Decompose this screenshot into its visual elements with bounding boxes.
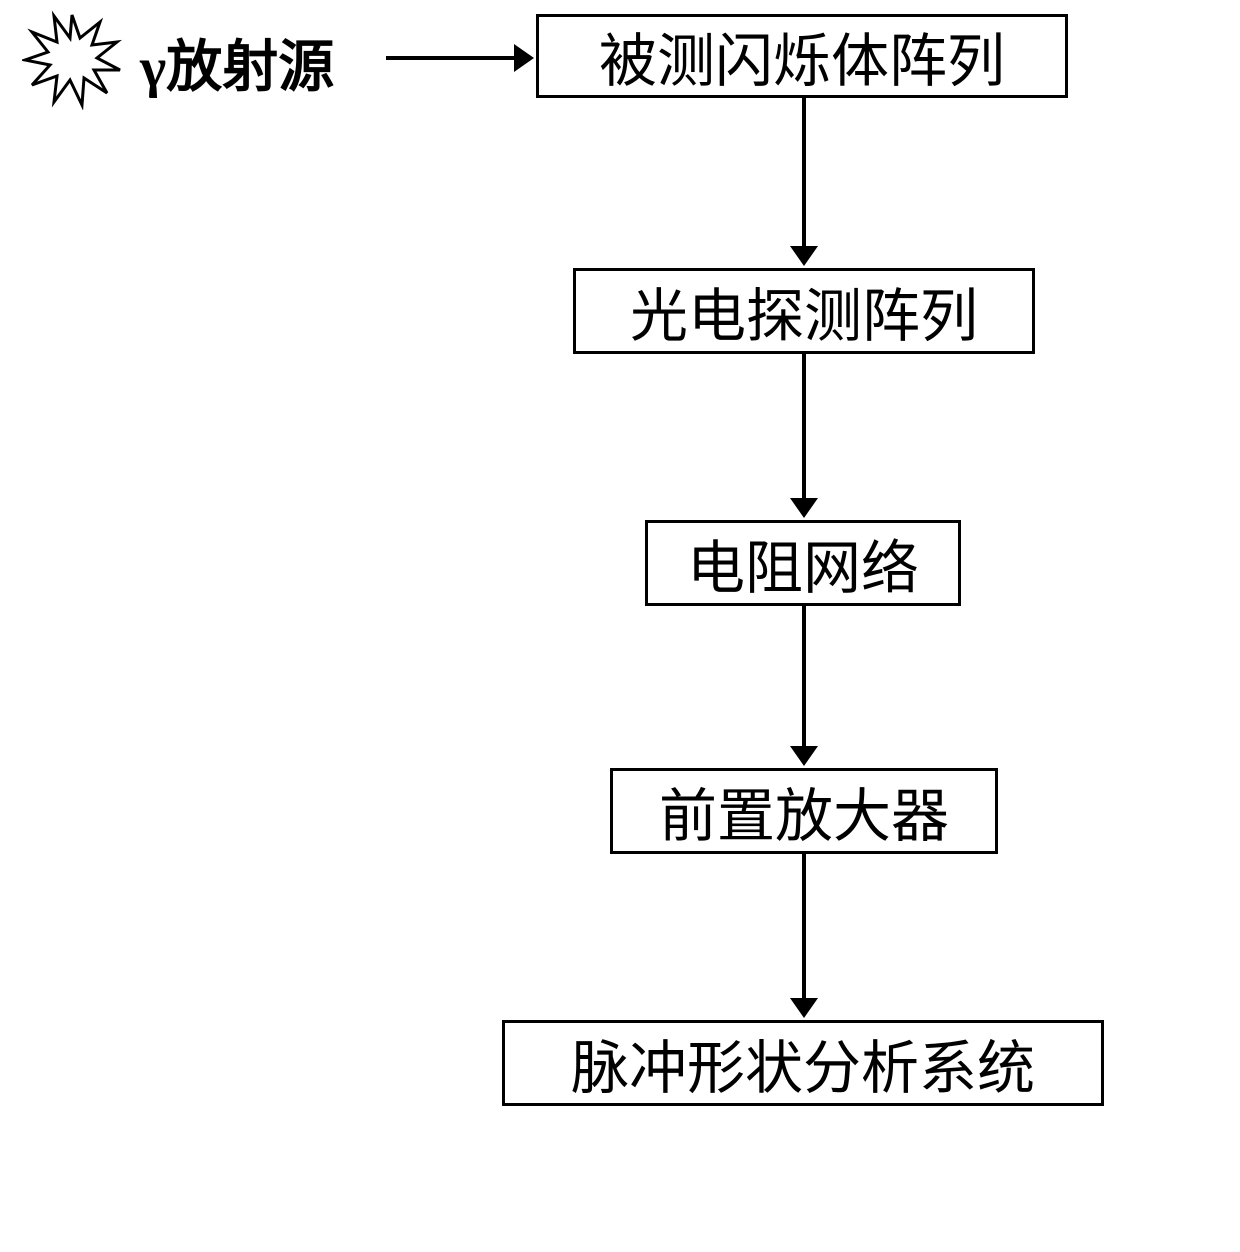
gamma-source-icon (22, 10, 122, 110)
box-photodetector-array: 光电探测阵列 (573, 268, 1035, 354)
arrow-3-to-4 (802, 606, 806, 748)
box-pulse-shape-analysis: 脉冲形状分析系统 (502, 1020, 1104, 1106)
arrow-1-to-2 (802, 98, 806, 248)
box-label: 电阻网络 (687, 521, 919, 605)
box-resistor-network: 电阻网络 (645, 520, 961, 606)
arrow-head-down (790, 246, 818, 266)
arrow-head-right (514, 44, 534, 72)
box-preamplifier: 前置放大器 (610, 768, 998, 854)
arrow-source-to-array (386, 56, 516, 60)
arrow-4-to-5 (802, 854, 806, 1000)
box-label: 脉冲形状分析系统 (571, 1021, 1035, 1105)
box-label: 光电探测阵列 (630, 269, 978, 353)
gamma-source-label: γ放射源 (140, 22, 334, 103)
arrow-head-down (790, 998, 818, 1018)
arrow-head-down (790, 498, 818, 518)
arrow-head-down (790, 746, 818, 766)
box-label: 被测闪烁体阵列 (599, 14, 1005, 98)
arrow-2-to-3 (802, 354, 806, 500)
box-scintillator-array: 被测闪烁体阵列 (536, 14, 1068, 98)
box-label: 前置放大器 (659, 769, 949, 853)
